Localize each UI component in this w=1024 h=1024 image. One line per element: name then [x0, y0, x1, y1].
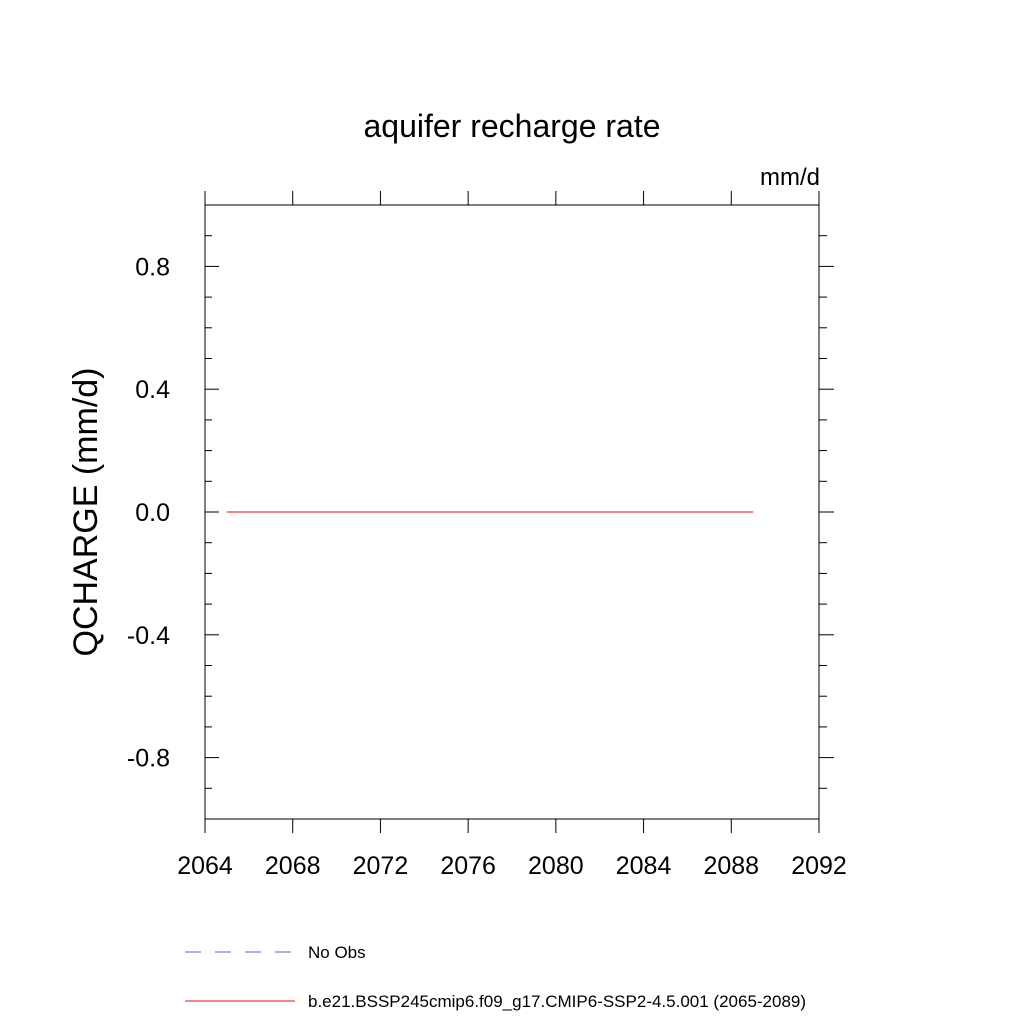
plot-area	[204, 191, 834, 833]
x-tick-label: 2088	[703, 852, 759, 880]
x-tick-label: 2064	[177, 852, 233, 880]
y-axis-label: QCHARGE (mm/d)	[67, 368, 105, 657]
chart-title: aquifer recharge rate	[363, 108, 660, 144]
legend-label-model-run: b.e21.BSSP245cmip6.f09_g17.CMIP6-SSP2-4.…	[308, 992, 806, 1011]
legend-label-no-obs: No Obs	[308, 943, 366, 962]
x-tick-label: 2084	[616, 852, 672, 880]
y-tick-label: 0.4	[135, 376, 170, 404]
legend: No Obs b.e21.BSSP245cmip6.f09_g17.CMIP6-…	[185, 943, 806, 1011]
x-tick-label: 2072	[353, 852, 409, 880]
x-tick-label: 2076	[440, 852, 496, 880]
y-tick-label: -0.4	[127, 622, 170, 650]
y-tick-label: 0.8	[135, 253, 170, 281]
x-tick-label: 2080	[528, 852, 584, 880]
y-tick-label: -0.8	[127, 745, 170, 773]
units-label: mm/d	[760, 164, 820, 191]
y-tick-label: 0.0	[135, 499, 170, 527]
x-tick-label: 2068	[265, 852, 321, 880]
x-tick-label: 2092	[791, 852, 847, 880]
tick-labels: 2064 2068 2072 2076 2080 2084 2088 2092 0.8 0.4 0.…	[127, 253, 847, 880]
